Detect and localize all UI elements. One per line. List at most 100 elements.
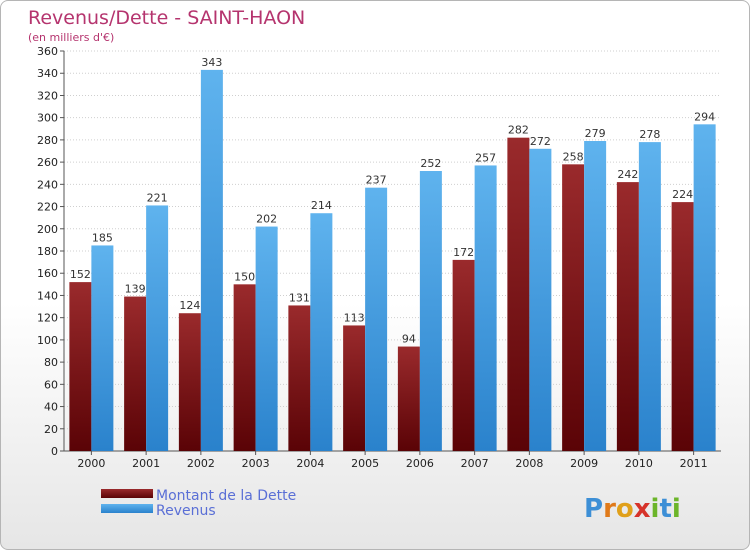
bar-debt [178, 313, 201, 451]
data-label-debt: 150 [234, 270, 255, 283]
y-tick-label: 180 [37, 245, 58, 258]
bar-revenus [529, 148, 552, 451]
y-tick-label: 340 [37, 67, 58, 80]
bar-debt [288, 305, 311, 451]
data-label-debt: 258 [563, 150, 584, 163]
bars: 152 185 139 221 124 343 150 202 131 214 113 237 94 25… [69, 56, 716, 452]
data-label-debt: 242 [617, 168, 638, 181]
y-tick-label: 140 [37, 289, 58, 302]
logo-letter: P [584, 494, 603, 524]
data-label-debt: 139 [125, 283, 146, 296]
bar-revenus [146, 205, 169, 451]
data-label-revenus: 221 [147, 191, 168, 204]
legend-label-debt: Montant de la Dette [156, 488, 296, 504]
x-tick-label: 2006 [406, 457, 434, 470]
data-label-revenus: 202 [256, 213, 277, 226]
x-tick-label: 2000 [77, 457, 105, 470]
data-label-debt: 124 [179, 299, 200, 312]
y-tick-label: 360 [37, 45, 58, 58]
bar-revenus [419, 171, 442, 451]
bar-debt [452, 259, 475, 451]
bar-revenus [91, 245, 114, 451]
data-label-debt: 224 [672, 188, 693, 201]
y-tick-label: 220 [37, 201, 58, 214]
y-tick-label: 160 [37, 267, 58, 280]
y-tick-label: 100 [37, 334, 58, 347]
y-tick-label: 20 [44, 423, 58, 436]
bar-revenus [638, 142, 661, 451]
logo-letter: i [672, 494, 681, 524]
y-tick-label: 260 [37, 156, 58, 169]
x-tick-label: 2004 [296, 457, 324, 470]
bar-debt [397, 346, 420, 451]
data-label-revenus: 272 [530, 135, 551, 148]
x-tick-label: 2008 [515, 457, 543, 470]
y-tick-label: 120 [37, 312, 58, 325]
logo-text: Proxiti [584, 494, 681, 524]
bar-debt [69, 282, 92, 451]
y-axis-ticks: 0 20 40 60 80 100 120 140 160 180 200 220 240 260 280 3… [37, 45, 721, 458]
x-tick-label: 2007 [461, 457, 489, 470]
y-tick-label: 40 [44, 401, 58, 414]
data-label-revenus: 257 [475, 151, 496, 164]
y-tick-label: 240 [37, 178, 58, 191]
data-label-revenus: 237 [366, 174, 387, 187]
y-tick-label: 200 [37, 223, 58, 236]
data-label-revenus: 214 [311, 199, 332, 212]
x-tick-label: 2001 [132, 457, 160, 470]
data-label-debt: 94 [402, 333, 416, 346]
bar-debt [507, 137, 530, 451]
bar-revenus [310, 213, 333, 451]
legend: Montant de la Dette Revenus [101, 488, 296, 519]
data-label-revenus: 278 [639, 128, 660, 141]
logo-letter: o [616, 494, 634, 524]
data-label-revenus: 185 [92, 231, 113, 244]
data-label-revenus: 279 [585, 127, 606, 140]
data-label-debt: 172 [453, 246, 474, 259]
data-label-debt: 131 [289, 291, 310, 304]
bar-debt [671, 202, 694, 451]
bar-revenus [584, 141, 607, 451]
data-label-debt: 113 [344, 311, 365, 324]
x-axis-ticks: 2000 2001 2002 2003 2004 2005 2006 2007 2008 2009… [77, 451, 708, 470]
legend-swatch-revenus [101, 504, 153, 513]
legend-swatch-debt [101, 489, 153, 498]
data-label-revenus: 294 [694, 110, 715, 123]
proxiti-logo: Proxiti [584, 494, 681, 524]
logo-letter: r [603, 494, 616, 524]
bar-revenus [693, 124, 716, 451]
bar-debt [233, 284, 256, 451]
y-tick-label: 320 [37, 89, 58, 102]
y-tick-label: 0 [51, 445, 58, 458]
bar-revenus [474, 165, 497, 451]
x-tick-label: 2005 [351, 457, 379, 470]
data-label-revenus: 252 [420, 157, 441, 170]
bar-debt [124, 296, 147, 451]
bar-revenus [365, 187, 388, 451]
logo-letter: t [659, 494, 671, 524]
x-tick-label: 2009 [570, 457, 598, 470]
chart-title: Revenus/Dette - SAINT-HAON [28, 7, 305, 29]
data-label-debt: 282 [508, 124, 529, 137]
x-tick-label: 2002 [187, 457, 215, 470]
bar-revenus [255, 226, 278, 451]
y-tick-label: 80 [44, 356, 58, 369]
data-label-revenus: 343 [201, 56, 222, 69]
y-tick-label: 60 [44, 378, 58, 391]
x-tick-label: 2010 [625, 457, 653, 470]
logo-letter: i [651, 494, 660, 524]
bar-debt [616, 182, 639, 451]
bar-debt [343, 325, 366, 451]
legend-label-revenus: Revenus [156, 503, 216, 519]
bar-debt [562, 164, 585, 452]
y-tick-label: 300 [37, 112, 58, 125]
x-tick-label: 2003 [242, 457, 270, 470]
data-label-debt: 152 [70, 268, 91, 281]
logo-letter: x [634, 494, 651, 524]
chart-subtitle: (en milliers d'€) [28, 31, 114, 44]
y-tick-label: 280 [37, 134, 58, 147]
bar-revenus [200, 69, 223, 451]
x-tick-label: 2011 [680, 457, 708, 470]
